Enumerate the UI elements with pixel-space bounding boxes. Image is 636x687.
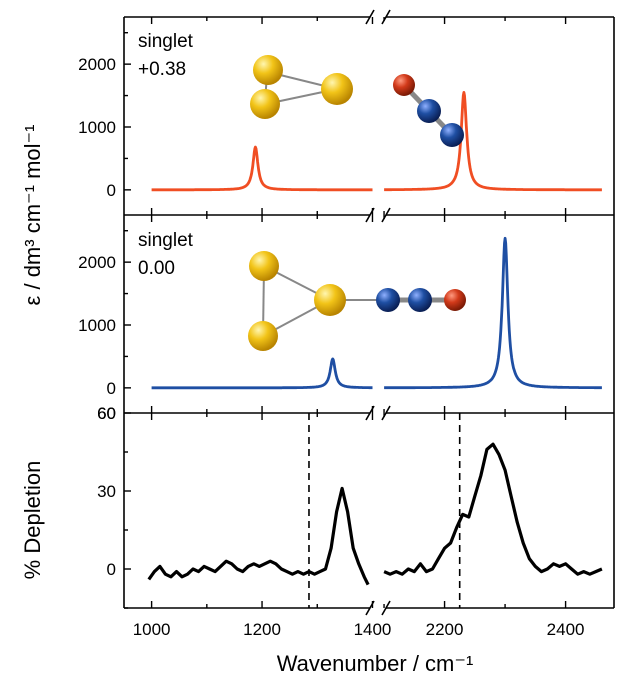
oxygen-atom: [393, 74, 415, 96]
middle-s3n2o-molecule: [248, 251, 466, 351]
nitrogen-atom: [376, 288, 400, 312]
sulfur-atom: [248, 321, 278, 351]
y-tick-label: 0: [107, 379, 116, 398]
top-n2o-molecule: [393, 74, 464, 147]
middle-energy-label: 0.00: [138, 258, 175, 279]
x-tick-label: 1000: [133, 620, 171, 639]
axis-break-mark: [365, 405, 375, 421]
nitrogen-atom: [408, 288, 432, 312]
x-axis-title: Wavenumber / cm⁻¹: [277, 651, 474, 676]
x-tick-label: 1400: [354, 620, 392, 639]
spectrum-trace: [150, 145, 374, 192]
top-s3-molecule: [250, 55, 353, 119]
spectrum-trace: [383, 91, 603, 192]
nitrogen-atom: [417, 99, 441, 123]
middle-state-label: singlet: [138, 230, 194, 251]
y-tick-label: 1000: [78, 316, 116, 335]
y-tick-label: 0: [107, 560, 116, 579]
axis-break-mark: [381, 405, 391, 421]
spectrum-trace: [383, 236, 603, 390]
depletion-trace: [383, 442, 603, 576]
nitrogen-atom: [440, 123, 464, 147]
sulfur-atom: [321, 73, 353, 105]
y-tick-label: 2000: [78, 253, 116, 272]
y-tick-label: 30: [97, 482, 116, 501]
top-energy-label: +0.38: [138, 59, 186, 80]
sulfur-atom: [250, 89, 280, 119]
y-tick-label: 0: [107, 181, 116, 200]
x-tick-label: 2200: [426, 620, 464, 639]
x-tick-label: 2400: [547, 620, 585, 639]
sulfur-atom: [249, 251, 279, 281]
top-y-axis-title: ε / dm³ cm⁻¹ mol⁻¹: [20, 125, 45, 306]
bottom-y-axis-title: % Depletion: [20, 461, 45, 580]
spectrum-trace: [150, 357, 374, 390]
y-tick-label: 60: [97, 404, 116, 423]
sulfur-atom: [314, 284, 346, 316]
x-tick-label: 1200: [243, 620, 281, 639]
axis-break-mark: [381, 600, 391, 616]
axis-break-mark: [381, 9, 391, 25]
axis-break-mark: [365, 9, 375, 25]
junction-tick-label: 60: [97, 404, 116, 423]
y-tick-label: 1000: [78, 118, 116, 137]
y-tick-label: 2000: [78, 55, 116, 74]
axis-break-mark: [381, 207, 391, 223]
depletion-trace: [147, 486, 370, 586]
top-state-label: singlet: [138, 31, 194, 52]
oxygen-atom: [444, 289, 466, 311]
axis-break-mark: [365, 207, 375, 223]
sulfur-atom: [253, 55, 283, 85]
